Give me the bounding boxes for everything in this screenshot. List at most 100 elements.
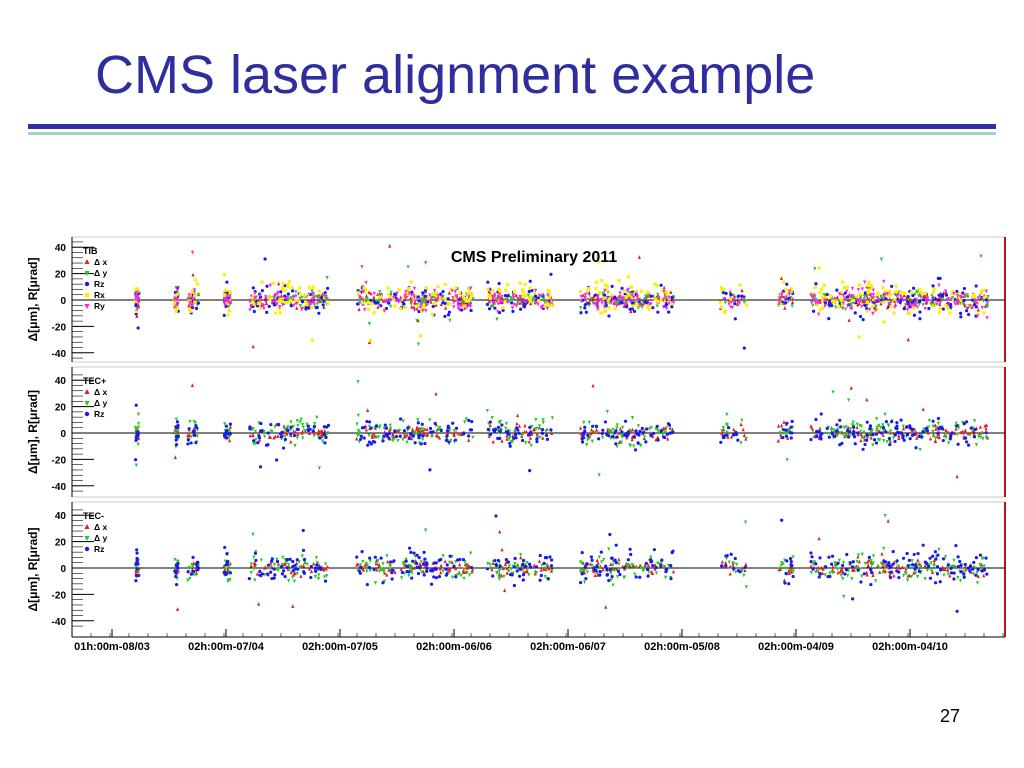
data-point <box>249 303 253 308</box>
data-point <box>378 293 383 297</box>
data-point <box>449 438 453 443</box>
data-point <box>535 432 539 436</box>
data-point <box>175 435 179 439</box>
data-point <box>275 458 279 462</box>
data-point <box>286 283 290 287</box>
data-point <box>863 561 867 566</box>
data-point <box>959 311 963 315</box>
data-point <box>671 430 675 434</box>
data-point <box>457 562 462 567</box>
data-point <box>364 427 368 432</box>
data-point <box>787 582 791 586</box>
data-point <box>955 609 959 613</box>
data-point <box>467 295 471 299</box>
plot-frame <box>71 366 1006 498</box>
data-point <box>733 295 737 300</box>
data-point <box>934 557 938 561</box>
data-point <box>300 300 305 304</box>
data-point <box>972 428 976 433</box>
data-point <box>404 289 408 294</box>
data-point <box>372 292 376 296</box>
data-point <box>966 312 971 317</box>
data-point <box>543 556 548 560</box>
data-point <box>663 575 668 580</box>
data-point <box>865 309 869 313</box>
data-point <box>726 425 731 430</box>
data-point <box>882 291 886 296</box>
data-point <box>635 295 639 300</box>
data-point <box>320 428 324 433</box>
data-point <box>508 444 512 448</box>
data-point <box>326 431 330 436</box>
x-axis: 01h:00m-08/03 02h:00m-07/04 02h:00m-07/05 0… <box>71 629 1005 653</box>
data-point <box>421 569 426 574</box>
data-point <box>865 572 869 577</box>
data-point <box>831 432 835 436</box>
data-point <box>956 575 960 580</box>
data-point <box>875 307 879 311</box>
data-point <box>174 582 179 587</box>
y-tick-label: 40 <box>55 243 67 254</box>
data-point <box>439 557 443 562</box>
data-point <box>890 284 894 288</box>
data-point <box>985 572 989 576</box>
data-point <box>227 435 231 439</box>
data-point <box>278 311 282 315</box>
data-point <box>889 429 893 434</box>
data-point <box>818 308 822 312</box>
data-point <box>528 299 532 303</box>
data-point <box>899 294 903 299</box>
data-point <box>921 303 925 307</box>
data-point <box>277 306 281 311</box>
data-point <box>837 292 841 296</box>
data-point <box>923 577 927 581</box>
data-point <box>425 427 429 432</box>
data-point <box>224 567 228 571</box>
data-point <box>660 298 664 302</box>
data-point <box>917 561 921 566</box>
data-point <box>956 300 961 305</box>
data-point <box>135 314 139 318</box>
data-point <box>789 436 793 440</box>
data-point <box>884 290 888 294</box>
data-point <box>444 567 448 571</box>
data-point <box>407 286 412 291</box>
data-point <box>733 556 737 561</box>
data-point <box>368 556 372 560</box>
data-point <box>582 420 586 425</box>
data-point <box>223 545 227 550</box>
data-point <box>615 575 620 579</box>
data-point <box>134 579 138 583</box>
data-point <box>289 570 293 575</box>
data-point <box>664 306 669 311</box>
data-point <box>542 567 546 571</box>
data-point <box>881 570 885 575</box>
data-point <box>499 295 503 300</box>
data-point <box>736 294 741 298</box>
data-point <box>374 424 379 428</box>
data-point <box>830 299 835 303</box>
data-point <box>728 297 733 301</box>
data-point <box>252 555 256 560</box>
data-point <box>498 529 502 534</box>
data-point <box>378 290 382 294</box>
data-point <box>666 436 670 441</box>
data-point <box>626 298 631 302</box>
data-point <box>861 436 865 441</box>
data-point <box>357 307 361 312</box>
data-point <box>727 302 731 307</box>
data-point <box>377 562 381 567</box>
data-point <box>912 552 916 557</box>
data-point <box>600 279 604 283</box>
data-point <box>784 428 789 432</box>
data-point <box>386 432 390 436</box>
data-point <box>444 305 448 310</box>
data-point <box>429 299 433 304</box>
data-point <box>980 306 984 310</box>
data-point <box>438 292 443 296</box>
data-point <box>434 576 438 580</box>
data-point <box>838 418 842 422</box>
data-point <box>984 426 988 431</box>
data-point <box>307 566 312 571</box>
data-point <box>624 305 629 309</box>
